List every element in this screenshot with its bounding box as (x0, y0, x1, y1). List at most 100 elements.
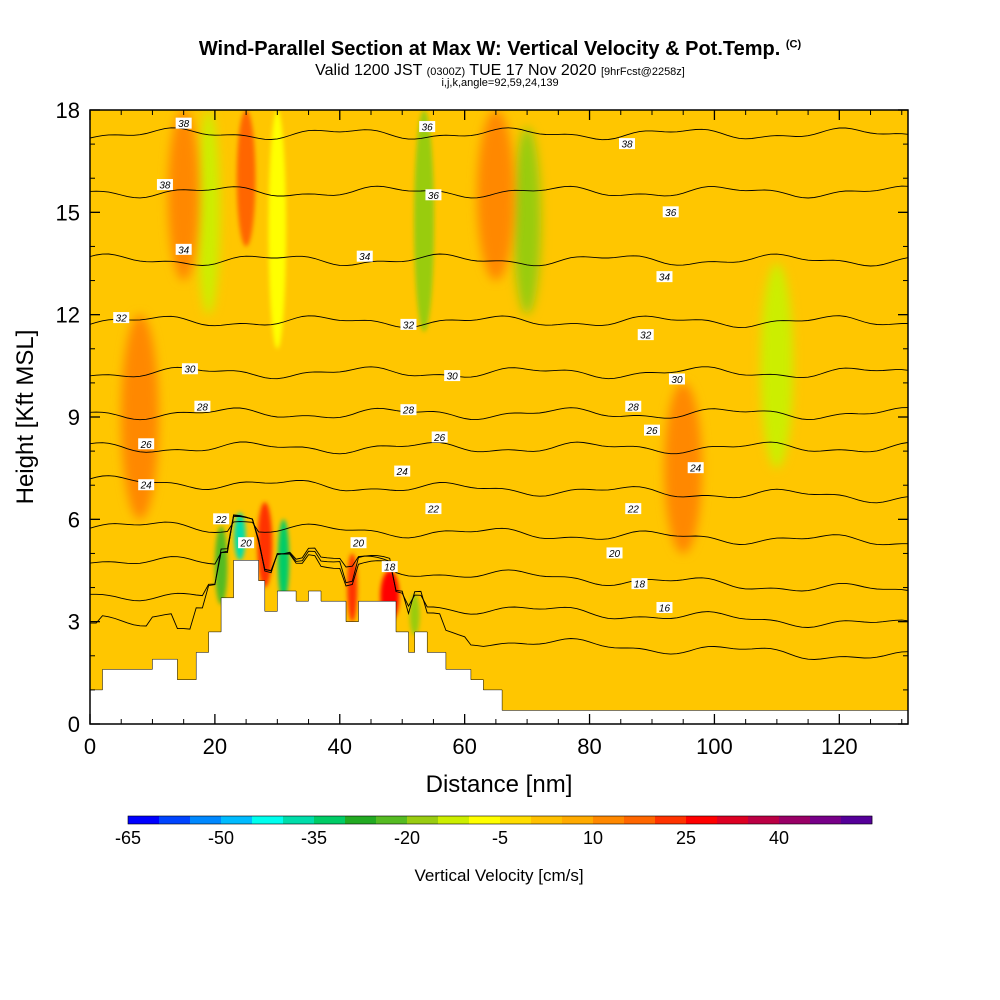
contour-label-bg (213, 513, 230, 525)
contour-label-bg (238, 537, 255, 549)
contour-label: 36 (422, 123, 434, 134)
contour-label-bg (444, 370, 461, 382)
terrain (90, 560, 908, 724)
theta-contour (90, 127, 908, 141)
contour-label: 20 (240, 539, 253, 550)
theta-contour (90, 315, 908, 329)
colorbar-swatch (779, 816, 811, 824)
y-tick-label: 6 (68, 507, 80, 532)
contour-label: 38 (621, 140, 633, 151)
contour-label-bg (175, 117, 192, 129)
x-tick-label: 60 (452, 734, 476, 759)
colorbar-swatch (686, 816, 718, 824)
theta-contour (90, 514, 908, 592)
colorbar-swatch (190, 816, 222, 824)
contour-label-bg (425, 503, 442, 515)
contour-label: 26 (140, 440, 153, 451)
contour-label: 30 (671, 375, 683, 386)
contour-label: 26 (645, 426, 658, 437)
x-tick-label: 20 (203, 734, 227, 759)
contour-label-bg (687, 462, 704, 474)
x-tick-label: 40 (328, 734, 352, 759)
velocity-cell (277, 519, 290, 602)
colorbar-swatch (376, 816, 408, 824)
chart-indices: i,j,k,angle=92,59,24,139 (441, 77, 559, 89)
contour-label-bg (181, 363, 198, 375)
contour-label: 24 (396, 467, 409, 478)
x-tick-label: 100 (696, 734, 733, 759)
colorbar-swatch (562, 816, 594, 824)
contour-label: 28 (402, 406, 415, 417)
colorbar-swatch (717, 816, 749, 824)
colorbar-swatch (500, 816, 532, 824)
chart-title: Wind-Parallel Section at Max W: Vertical… (198, 38, 802, 60)
colorbar-swatch (624, 816, 656, 824)
colorbar-swatch (283, 816, 315, 824)
y-tick-label: 0 (68, 712, 80, 737)
velocity-cell (197, 110, 220, 315)
contour-label: 38 (159, 181, 171, 192)
contour-label: 30 (184, 365, 196, 376)
contour-label: 20 (608, 549, 621, 560)
contour-label: 30 (447, 372, 459, 383)
contour-label-bg (656, 602, 673, 614)
colorbar-swatch (438, 816, 470, 824)
velocity-cell (268, 110, 287, 349)
velocity-cell (121, 314, 159, 520)
theta-contour (90, 516, 908, 660)
colorbar-swatch (748, 816, 780, 824)
contour-label: 34 (178, 245, 190, 256)
velocity-cell (214, 526, 228, 605)
theta-contour (90, 253, 908, 267)
theta-contour (90, 441, 908, 455)
colorbar-swatch (810, 816, 842, 824)
y-tick-label: 15 (56, 200, 80, 225)
contour-label-bg (400, 404, 417, 416)
contour-label: 34 (659, 273, 671, 284)
x-axis-label: Distance [nm] (426, 771, 573, 798)
velocity-cell (236, 110, 256, 247)
colorbar-swatch (252, 816, 284, 824)
contour-label: 16 (659, 604, 671, 615)
contour-label: 32 (640, 331, 652, 342)
contour-label-bg (619, 138, 636, 150)
contour-label-bg (113, 312, 130, 324)
theta-contour (90, 366, 908, 380)
contour-label-bg (350, 537, 367, 549)
y-tick-label: 9 (68, 405, 80, 430)
contour-label-bg (419, 121, 436, 133)
contour-label-bg (643, 424, 660, 436)
colorbar-swatch (128, 816, 160, 824)
contour-label-bg (631, 578, 648, 590)
contour-label: 24 (140, 481, 153, 492)
contour-label: 22 (627, 505, 640, 516)
x-tick-label: 80 (577, 734, 601, 759)
contour-label: 18 (634, 580, 646, 591)
colorbar-tick-label: 10 (583, 828, 603, 848)
contour-label: 38 (178, 119, 190, 130)
contour-label-bg (425, 189, 442, 201)
y-tick-label: 12 (56, 303, 80, 328)
contour-label: 36 (665, 208, 677, 219)
theta-contour (90, 407, 908, 421)
velocity-cell (234, 512, 246, 561)
colorbar-tick-label: -20 (394, 828, 420, 848)
theta-contour (90, 514, 908, 628)
contour-label-bg (394, 465, 411, 477)
contour-label-bg (606, 547, 623, 559)
colorbar-label: Vertical Velocity [cm/s] (414, 866, 583, 885)
colorbar-swatch (159, 816, 191, 824)
colorbar-tick-label: -5 (492, 828, 508, 848)
colorbar-swatch (531, 816, 563, 824)
contour-label: 20 (352, 539, 365, 550)
contour-label: 26 (433, 433, 446, 444)
velocity-cell (168, 110, 200, 281)
colorbar-tick-label: 25 (676, 828, 696, 848)
velocity-cell (347, 553, 358, 622)
colorbar-swatch (841, 816, 873, 824)
contour-label-bg (381, 561, 398, 573)
velocity-cell (760, 263, 794, 469)
contour-label: 34 (359, 252, 371, 263)
contour-label-bg (400, 318, 417, 330)
colorbar-tick-label: -65 (115, 828, 141, 848)
